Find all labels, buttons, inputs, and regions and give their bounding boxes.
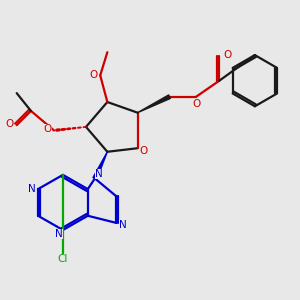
Text: O: O	[5, 119, 14, 129]
Text: N: N	[55, 229, 62, 239]
Text: N: N	[119, 220, 127, 230]
Text: O: O	[192, 99, 200, 109]
Polygon shape	[138, 95, 170, 113]
Text: O: O	[44, 124, 52, 134]
Text: O: O	[89, 70, 97, 80]
Text: N: N	[28, 184, 35, 194]
Polygon shape	[93, 152, 107, 179]
Text: O: O	[140, 146, 148, 156]
Text: O: O	[223, 50, 231, 60]
Text: Cl: Cl	[58, 254, 68, 264]
Text: N: N	[94, 169, 102, 179]
